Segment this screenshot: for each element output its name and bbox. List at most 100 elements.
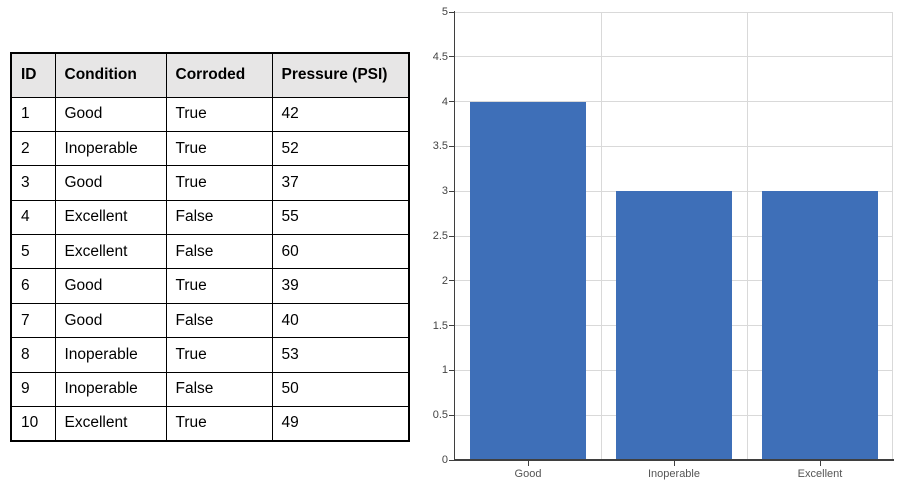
- h-gridline: [455, 101, 893, 103]
- y-axis-label: 0.5: [432, 409, 448, 422]
- y-axis-label: 1.5: [432, 319, 448, 332]
- table-cell-pressure: 40: [271, 302, 410, 339]
- y-axis-tick: [448, 56, 454, 58]
- table-cell-corroded: True: [165, 268, 273, 304]
- table-cell-id: 3: [10, 165, 56, 201]
- col-header-corroded: Corroded: [165, 52, 273, 98]
- table-cell-id: 5: [10, 234, 56, 270]
- table-cell-corroded: True: [165, 337, 273, 373]
- table-cell-corroded: False: [165, 199, 273, 236]
- table-row: 8 Inoperable True 53: [10, 337, 410, 373]
- v-gridline: [601, 12, 602, 460]
- y-axis-tick: [448, 414, 454, 416]
- y-axis-tick: [448, 235, 454, 237]
- y-axis-tick: [448, 101, 454, 103]
- table-cell-pressure: 37: [271, 165, 410, 201]
- col-header-pressure: Pressure (PSI): [271, 52, 410, 98]
- y-axis-tick: [448, 145, 454, 148]
- y-axis-label: 3: [441, 185, 448, 198]
- y-axis-tick: [448, 325, 454, 327]
- table-cell-id: 7: [10, 302, 56, 339]
- table-cell-corroded: True: [165, 130, 273, 167]
- table-row: 7 Good False 40: [10, 302, 410, 339]
- table-cell-pressure: 42: [271, 96, 410, 132]
- table-cell-condition: Excellent: [54, 406, 167, 442]
- table-cell-condition: Good: [54, 302, 167, 339]
- bar-excellent: [762, 191, 878, 460]
- table-cell-corroded: False: [165, 302, 273, 339]
- table-row: 2 Inoperable True 52: [10, 130, 410, 167]
- table-cell-condition: Good: [54, 268, 167, 304]
- table-cell-id: 1: [10, 96, 56, 132]
- table-row: 5 Excellent False 60: [10, 234, 410, 270]
- bar-good: [470, 101, 586, 460]
- table-cell-pressure: 53: [271, 337, 410, 373]
- table-row: 4 Excellent False 55: [10, 199, 410, 236]
- v-gridline: [747, 12, 748, 460]
- chart-plot-area: [455, 11, 893, 460]
- col-header-id: ID: [10, 52, 56, 98]
- y-axis-label: 3.5: [432, 140, 448, 153]
- table-cell-condition: Good: [54, 96, 167, 132]
- col-header-condition: Condition: [54, 52, 167, 98]
- table-cell-pressure: 50: [271, 371, 410, 408]
- y-axis-tick: [448, 459, 454, 461]
- y-axis-label: 5: [441, 6, 448, 18]
- table-cell-condition: Good: [54, 165, 167, 201]
- x-axis-tick: [819, 460, 821, 466]
- table-cell-id: 6: [10, 268, 56, 304]
- table-cell-pressure: 60: [271, 234, 410, 270]
- table-cell-corroded: False: [165, 234, 273, 270]
- x-axis-label: Excellent: [797, 468, 843, 480]
- x-axis-tick: [673, 460, 675, 466]
- table-row: 3 Good True 37: [10, 165, 410, 201]
- v-gridline: [892, 12, 893, 460]
- h-gridline: [455, 11, 893, 13]
- h-gridline: [455, 56, 893, 58]
- table-cell-id: 10: [10, 406, 56, 442]
- table-row: 1 Good True 42: [10, 96, 410, 132]
- h-gridline: [455, 145, 893, 147]
- y-axis-label: 0: [441, 454, 448, 466]
- table-cell-corroded: False: [165, 371, 273, 408]
- table-cell-corroded: True: [165, 96, 273, 132]
- table-cell-id: 4: [10, 199, 56, 236]
- table-cell-id: 2: [10, 130, 56, 167]
- y-axis-label: 1: [441, 364, 448, 377]
- x-axis-tick: [527, 460, 529, 466]
- y-axis-label: 2: [441, 274, 448, 287]
- table-row: 10 Excellent True 49: [10, 406, 410, 442]
- table-cell-corroded: True: [165, 165, 273, 201]
- x-axis-label: Good: [514, 468, 542, 480]
- y-axis-label: 4.5: [432, 50, 448, 63]
- x-axis-line: [453, 459, 894, 461]
- table-cell-pressure: 49: [271, 406, 410, 442]
- y-axis-line: [453, 11, 456, 461]
- y-axis-tick: [448, 190, 454, 192]
- table-cell-condition: Inoperable: [54, 337, 167, 373]
- x-axis-label: Inoperable: [648, 468, 700, 480]
- table-cell-condition: Inoperable: [54, 371, 167, 408]
- table-cell-condition: Excellent: [54, 199, 167, 236]
- table-cell-corroded: True: [165, 406, 273, 442]
- table-cell-pressure: 39: [271, 268, 410, 304]
- table-cell-pressure: 55: [271, 199, 410, 236]
- table-cell-condition: Excellent: [54, 234, 167, 270]
- h-gridline: [455, 190, 893, 192]
- table-cell-pressure: 52: [271, 130, 410, 167]
- table-cell-id: 8: [10, 337, 56, 373]
- table-cell-condition: Inoperable: [54, 130, 167, 167]
- data-table: ID Condition Corroded Pressure (PSI) 1 Go…: [10, 52, 410, 442]
- y-axis-label: 4: [441, 95, 448, 108]
- table-cell-id: 9: [10, 371, 56, 408]
- y-axis-tick: [448, 11, 454, 13]
- y-axis-tick: [448, 369, 454, 372]
- y-axis-label: 2.5: [432, 230, 448, 242]
- y-axis-tick: [448, 280, 454, 282]
- table-header-row: ID Condition Corroded Pressure (PSI): [10, 52, 410, 98]
- table-row: 6 Good True 39: [10, 268, 410, 304]
- bar-inoperable: [616, 191, 732, 460]
- table-row: 9 Inoperable False 50: [10, 371, 410, 408]
